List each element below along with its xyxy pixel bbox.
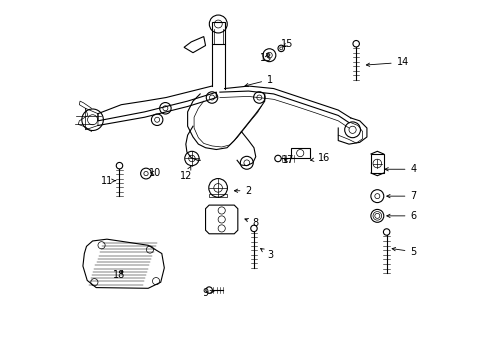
Text: 5: 5 — [392, 247, 416, 257]
Text: 9: 9 — [202, 288, 214, 298]
Text: 8: 8 — [245, 218, 259, 228]
Text: 2: 2 — [234, 186, 252, 196]
Text: 3: 3 — [261, 248, 273, 260]
Text: 16: 16 — [311, 153, 330, 163]
Text: 14: 14 — [367, 57, 409, 67]
Text: 12: 12 — [180, 166, 192, 181]
Text: 11: 11 — [101, 176, 116, 186]
Bar — [370, 154, 384, 173]
Bar — [210, 194, 227, 197]
Bar — [212, 22, 224, 44]
Text: 7: 7 — [387, 191, 416, 201]
Text: 10: 10 — [148, 168, 161, 178]
Text: 13: 13 — [260, 53, 272, 63]
Text: 17: 17 — [282, 155, 294, 165]
Text: 6: 6 — [387, 211, 416, 221]
Text: 15: 15 — [281, 39, 294, 49]
Text: 1: 1 — [245, 75, 273, 87]
Text: 18: 18 — [113, 270, 125, 280]
Text: 4: 4 — [385, 164, 416, 174]
